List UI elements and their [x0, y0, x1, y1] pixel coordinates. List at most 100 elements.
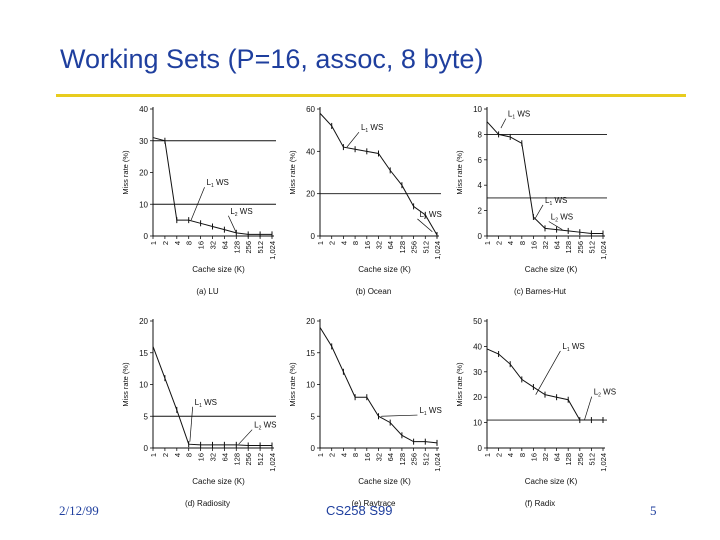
- panel-5-x-tick-label: 64: [386, 453, 395, 461]
- panel-1-x-tick-label: 8: [185, 241, 194, 245]
- panel-4-x-tick-label: 1: [149, 453, 158, 457]
- panel-2-x-axis-title: Cache size (K): [358, 265, 411, 274]
- panel-3-y-tick-label: 10: [473, 105, 482, 114]
- panel-6-caption: (f) Radix: [525, 499, 555, 508]
- panel-1-x-tick-label: 2: [161, 241, 170, 245]
- panel-5-x-tick-label: 128: [398, 453, 407, 466]
- panel-3-annotation: L2 WS: [551, 212, 573, 223]
- panel-4-x-tick-label: 64: [220, 453, 229, 461]
- panel-1-x-tick-label: 512: [256, 241, 265, 254]
- panel-5-y-tick-label: 10: [306, 381, 315, 390]
- panel-6-x-tick-label: 4: [506, 453, 515, 457]
- panel-4-x-tick-label: 16: [197, 453, 206, 461]
- panel-4-x-tick-label: 32: [209, 453, 218, 461]
- panel-3-annotation: L1 WS: [545, 196, 567, 207]
- panel-3-x-tick-label: 64: [553, 241, 562, 249]
- panel-1-x-tick-label: 32: [209, 241, 218, 249]
- panel-2-x-tick-label: 1,024: [433, 241, 442, 260]
- panel-3-x-tick-label: 8: [518, 241, 527, 245]
- panel-6-y-tick-label: 0: [478, 444, 483, 453]
- panel-3-annotation-leader: [548, 221, 563, 230]
- panel-5-y-tick-label: 5: [311, 412, 316, 421]
- panel-4-y-tick-label: 15: [139, 349, 148, 358]
- footer-page-number: 5: [650, 503, 657, 518]
- panel-2-x-tick-label: 4: [339, 241, 348, 245]
- panel-6-x-tick-label: 64: [553, 453, 562, 461]
- slide-title: Working Sets (P=16, assoc, 8 byte): [60, 44, 484, 74]
- panel-4-annotation-leader: [189, 406, 193, 442]
- panel-2-x-tick-label: 1: [316, 241, 325, 245]
- panel-1-y-tick-label: 30: [139, 137, 148, 146]
- panel-2-y-tick-label: 0: [311, 232, 316, 241]
- panel-6-y-tick-label: 20: [473, 393, 482, 402]
- panel-4-x-axis-title: Cache size (K): [192, 477, 245, 486]
- panel-1-caption: (a) LU: [196, 287, 218, 296]
- panel-5-caption: (e) Raytrace: [351, 499, 396, 508]
- panel-2-x-tick-label: 16: [363, 241, 372, 249]
- panel-2-caption: (b) Ocean: [356, 287, 392, 296]
- panel-5-x-tick-label: 4: [339, 453, 348, 457]
- panel-5-x-tick-label: 1,024: [433, 453, 442, 472]
- panel-5-x-tick-label: 256: [410, 453, 419, 466]
- panel-3-miss-rate-line: [486, 121, 603, 234]
- panel-2-y-tick-label: 40: [306, 147, 315, 156]
- panel-4-x-tick-label: 1,024: [268, 453, 277, 472]
- panel-1-y-tick-label: 0: [144, 232, 149, 241]
- panel-5-annotation: L1 WS: [419, 406, 441, 417]
- panel-5-annotation-leader: [380, 414, 418, 417]
- panel-3-y-tick-label: 8: [478, 130, 483, 139]
- panel-3-y-tick-label: 0: [478, 232, 483, 241]
- panel-3-caption: (c) Barnes-Hut: [514, 287, 567, 296]
- panel-3-y-tick-label: 4: [478, 181, 483, 190]
- panel-1-annotation-leader: [228, 215, 237, 233]
- panel-6-x-tick-label: 16: [529, 453, 538, 461]
- panel-1-x-tick-label: 256: [244, 241, 253, 254]
- panel-4-x-tick-label: 512: [256, 453, 265, 466]
- panel-6-y-tick-label: 30: [473, 368, 482, 377]
- panel-2-y-tick-label: 60: [306, 105, 315, 114]
- panel-3-x-axis-title: Cache size (K): [525, 265, 578, 274]
- panel-2-annotation-leader: [346, 131, 360, 148]
- panel-3-x-tick-label: 32: [541, 241, 550, 249]
- footer-course: CS258 S99: [326, 503, 393, 518]
- panel-4-y-tick-label: 10: [139, 381, 148, 390]
- panel-5-x-tick-label: 16: [363, 453, 372, 461]
- panel-4-annotation: L1 WS: [195, 398, 217, 409]
- panel-3-x-tick-label: 4: [506, 241, 515, 245]
- panel-5-x-tick-label: 1: [316, 453, 325, 457]
- panel-6-x-tick-label: 32: [541, 453, 550, 461]
- panel-3-y-tick-label: 6: [478, 156, 483, 165]
- panel-6-miss-rate-line: [486, 348, 603, 421]
- panel-6-y-tick-label: 40: [473, 342, 482, 351]
- panel-3-x-tick-label: 128: [564, 241, 573, 254]
- panel-1-y-tick-label: 40: [139, 105, 148, 114]
- panel-1-x-tick-label: 128: [232, 241, 241, 254]
- panel-1-x-tick-label: 64: [220, 241, 229, 249]
- panel-5-y-axis-title: Miss rate (%): [288, 362, 297, 407]
- panel-3-annotation-leader: [500, 118, 507, 129]
- panel-6-x-tick-label: 512: [587, 453, 596, 466]
- panel-6-x-tick-label: 8: [518, 453, 527, 457]
- panel-2-x-tick-label: 32: [375, 241, 384, 249]
- panel-4-x-tick-label: 256: [244, 453, 253, 466]
- panel-4-miss-rate-line: [152, 346, 272, 446]
- panel-3-x-tick-label: 512: [587, 241, 596, 254]
- panel-1-annotation: L2 WS: [230, 207, 252, 218]
- panel-2-x-tick-label: 128: [398, 241, 407, 254]
- panel-4-x-tick-label: 8: [185, 453, 194, 457]
- panel-6-x-tick-label: 1: [483, 453, 492, 457]
- panel-4-annotation: L2 WS: [254, 421, 276, 432]
- footer-date: 2/12/99: [59, 503, 99, 518]
- title-underline: [56, 94, 686, 97]
- panel-3-y-axis-title: Miss rate (%): [455, 150, 464, 195]
- panel-1-y-tick-label: 20: [139, 169, 148, 178]
- panel-5-x-tick-label: 512: [421, 453, 430, 466]
- panel-3-x-tick-label: 2: [495, 241, 504, 245]
- panel-5-x-tick-label: 2: [328, 453, 337, 457]
- panel-5-y-tick-label: 15: [306, 349, 315, 358]
- panel-4-y-tick-label: 20: [139, 317, 148, 326]
- panel-2-y-axis-title: Miss rate (%): [288, 150, 297, 195]
- panel-4-x-tick-label: 2: [161, 453, 170, 457]
- panel-2-annotation-leader: [417, 218, 433, 233]
